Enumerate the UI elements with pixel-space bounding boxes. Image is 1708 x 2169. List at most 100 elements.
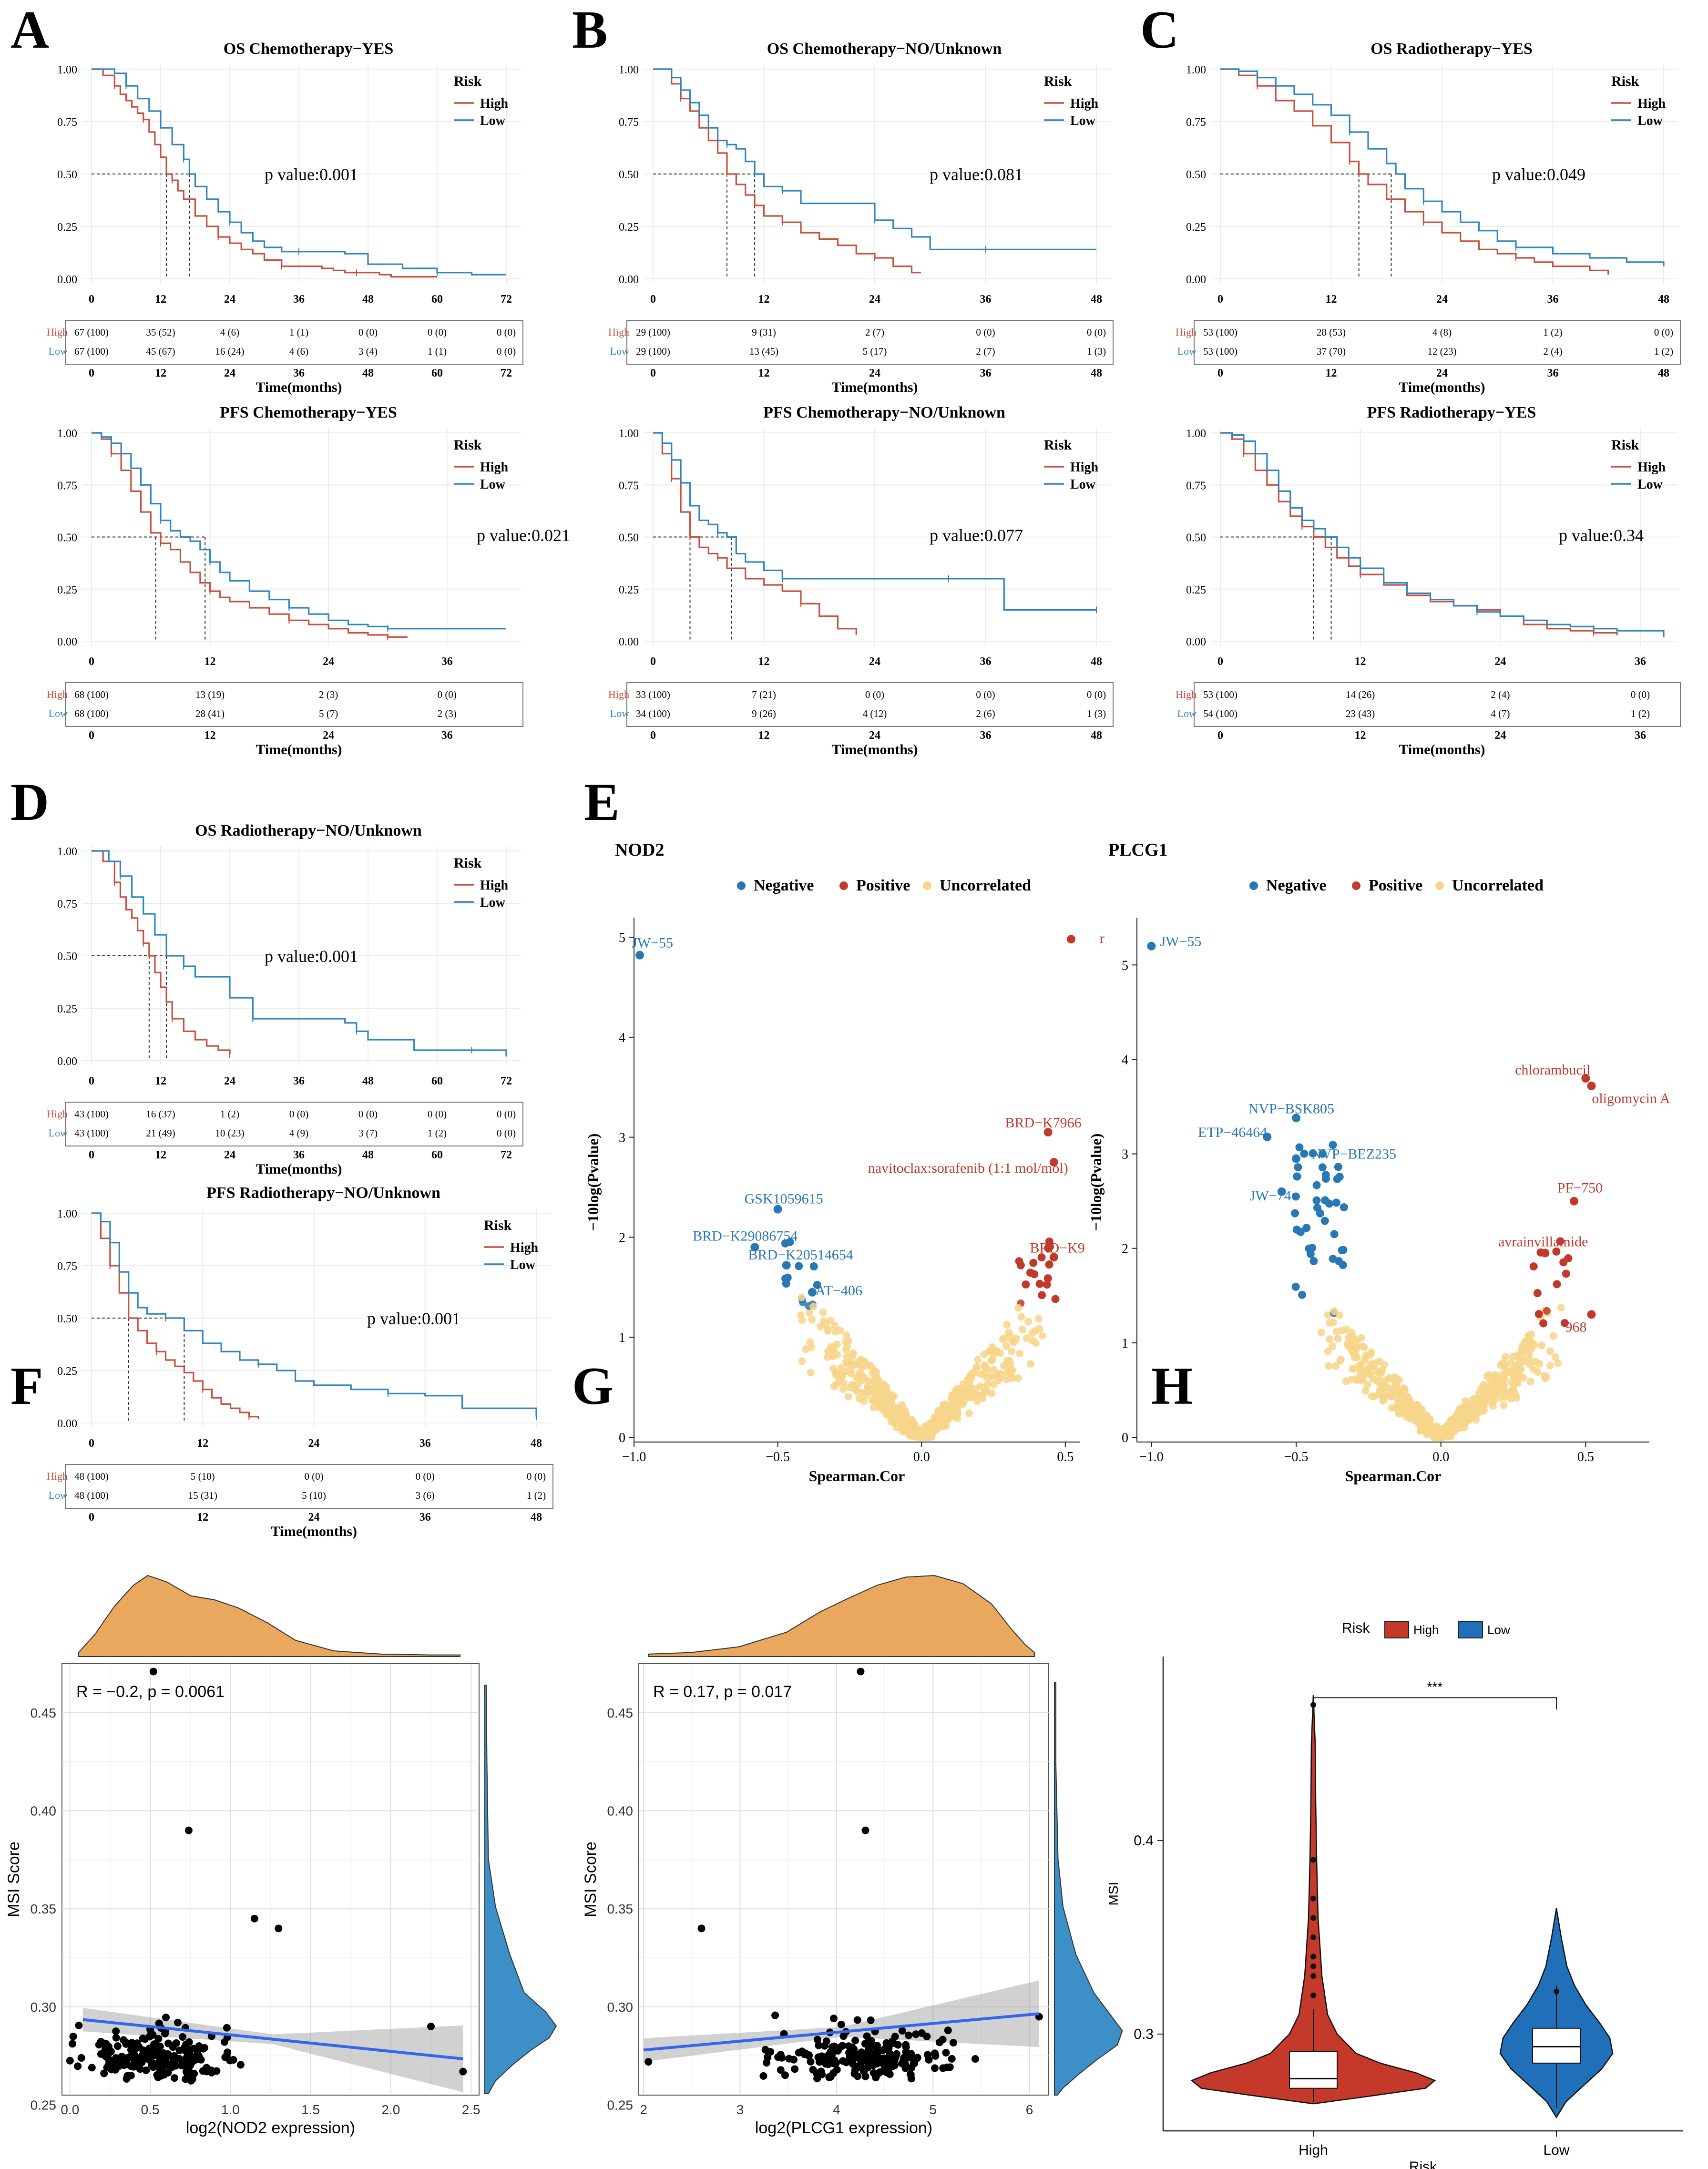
volcano-point: [798, 1317, 806, 1325]
risk-table-cell-high: 2 (3): [319, 689, 338, 700]
volcano-point-significant: [1334, 1163, 1342, 1171]
legend-label-high: High: [480, 96, 509, 111]
volcano-point: [1334, 1334, 1342, 1342]
y-tick-label: 0.75: [57, 116, 77, 129]
x-tick-label: 0: [1217, 655, 1223, 668]
km-panel-A_pfs: PFS Chemotherapy−YES 0.00 0.25 0.50 0.75 1.00…: [47, 404, 570, 757]
volcano-point-significant: [1564, 1254, 1573, 1262]
volcano-point: [807, 1369, 815, 1377]
scatter-point: [823, 2052, 831, 2060]
x-axis-title: Risk: [1409, 2159, 1437, 2169]
km-curve-low: [92, 850, 507, 1057]
x-tick-label: 0: [650, 293, 656, 306]
correlation-annotation: R = 0.17, p = 0.017: [653, 1683, 792, 1701]
x-axis-title: Time(months): [1399, 742, 1485, 757]
volcano-point: [1005, 1329, 1013, 1337]
x-axis-title: Time(months): [256, 742, 342, 757]
volcano-point: [1416, 1420, 1424, 1428]
y-tick-label: 0.00: [57, 274, 77, 286]
risk-table-cell-low: 10 (23): [215, 1127, 244, 1139]
scatter-point: [120, 2036, 128, 2044]
y-axis-title: MSI Score: [582, 1842, 600, 1917]
scatter-point: [800, 2050, 808, 2058]
risk-table-low-label: Low: [610, 707, 629, 719]
risk-table-low-label: Low: [1177, 707, 1197, 719]
volcano-point: [990, 1381, 998, 1389]
scatter-point: [873, 2041, 881, 2049]
risk-table-time: 12: [758, 729, 770, 742]
risk-table-time: 36: [419, 1511, 431, 1524]
volcano-point: [979, 1394, 987, 1402]
volcano-point: [843, 1359, 851, 1367]
volcano-labeled-point: [1147, 941, 1156, 951]
box-iqr: [1289, 2051, 1338, 2089]
x-tick-label: 0: [89, 655, 94, 668]
scatter-point: [829, 2015, 838, 2023]
risk-table-border: [65, 320, 523, 365]
volcano-point: [1389, 1392, 1397, 1400]
x-axis-title: Spearman.Cor: [1345, 1467, 1442, 1484]
y-tick-label: 0.25: [57, 1003, 77, 1015]
risk-table-cell-low: 1 (2): [428, 1127, 447, 1139]
km-panel-B_os: OS Chemotherapy−NO/Unknown 0.00 0.25 0.50 0.…: [608, 40, 1114, 395]
volcano-point: [830, 1344, 839, 1352]
y-tick-label: 0.50: [57, 1313, 77, 1325]
legend-title: Risk: [1044, 73, 1072, 89]
y-tick-label: 0.75: [1186, 480, 1206, 492]
scatter-point: [880, 2057, 889, 2066]
y-tick-label: 1: [619, 1330, 625, 1345]
y-tick-label: 1.00: [57, 428, 77, 440]
x-tick-label: 12: [758, 293, 770, 306]
volcano-point: [831, 1328, 839, 1336]
x-tick-label: 0: [89, 293, 94, 306]
risk-table-time: 12: [758, 367, 770, 379]
volcano-point: [1522, 1338, 1530, 1346]
x-tick-label: 24: [1494, 655, 1506, 668]
risk-table-time: 36: [1635, 729, 1646, 742]
volcano-point: [1425, 1429, 1433, 1437]
volcano-point: [1401, 1386, 1409, 1394]
volcano-point: [1028, 1329, 1036, 1337]
volcano-point: [1461, 1423, 1469, 1432]
risk-table-time: 12: [155, 1149, 166, 1161]
volcano-point: [1549, 1332, 1557, 1340]
x-tick-label: −0.5: [766, 1450, 790, 1464]
volcano-point-significant: [1295, 1143, 1304, 1152]
scatter-point: [134, 2056, 143, 2065]
x-tick-label: 24: [323, 655, 334, 668]
risk-table-low-label: Low: [610, 345, 629, 357]
violin-outlier: [1310, 1992, 1316, 1998]
y-axis-title: MSI Score: [5, 1842, 23, 1917]
scatter-point-outlier: [697, 1924, 706, 1933]
y-tick-label: 0.45: [607, 1706, 634, 1720]
risk-table-time: 36: [441, 729, 453, 742]
volcano-point: [1007, 1347, 1015, 1355]
volcano-point: [1003, 1369, 1011, 1377]
p-value: p value:0.077: [930, 526, 1023, 545]
scatter-point-outlier: [644, 2058, 653, 2066]
risk-table-time: 0: [89, 367, 94, 379]
scatter-point: [923, 2051, 931, 2059]
scatter-point: [188, 2053, 196, 2061]
volcano-point: [1349, 1365, 1357, 1373]
scatter-point: [759, 2072, 767, 2080]
y-tick-label: 0.25: [57, 221, 77, 234]
volcano-title: NOD2: [615, 840, 664, 860]
volcano-point: [842, 1331, 850, 1339]
volcano-point-significant: [1029, 1258, 1038, 1267]
volcano-point: [1554, 1359, 1562, 1367]
risk-table-cell-high: 2 (7): [865, 327, 884, 338]
volcano-point: [1540, 1371, 1548, 1380]
scatter-point: [949, 2038, 957, 2046]
risk-table-cell-low: 54 (100): [1203, 708, 1238, 719]
legend-label-low: Low: [1637, 113, 1663, 128]
volcano-point-significant: [1309, 1257, 1318, 1265]
volcano-point-significant: [1015, 1257, 1023, 1266]
volcano-point-significant: [1302, 1224, 1311, 1232]
scatter-point: [112, 2027, 120, 2036]
risk-table-time: 24: [869, 729, 880, 742]
x-tick-label: 36: [1547, 293, 1559, 306]
risk-table-cell-low: 15 (31): [188, 1490, 217, 1501]
km-title: PFS Chemotherapy−YES: [220, 404, 397, 421]
volcano-point-label: avrainvillamide: [1498, 1234, 1588, 1250]
